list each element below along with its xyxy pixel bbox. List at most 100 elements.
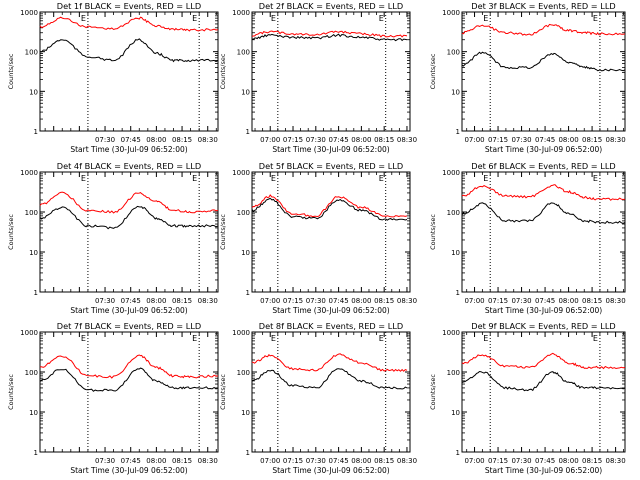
chart-title: Det 1f BLACK = Events, RED = LLD — [57, 1, 201, 11]
y-tick-label: 10 — [451, 88, 460, 96]
chart-panel-1: Det 1f BLACK = Events, RED = LLD 1 10 100 10… — [7, 1, 219, 154]
marker-label: E — [271, 174, 276, 183]
y-tick-label: 1000 — [20, 169, 38, 177]
y-axis-label: Counts/sec — [219, 374, 227, 410]
series-line-events — [251, 197, 408, 221]
series-line-events — [461, 51, 626, 72]
x-tick-label: 08:15 — [374, 297, 394, 305]
y-tick-label: 1 — [34, 449, 38, 457]
x-axis-label: Start Time (30-Jul-09 06:52:00) — [485, 145, 602, 154]
series-line-events — [461, 370, 626, 392]
x-axis-label: Start Time (30-Jul-09 06:52:00) — [485, 466, 602, 475]
y-tick-label: 10 — [241, 249, 250, 257]
x-tick-label: 08:30 — [198, 136, 218, 144]
series-line-events — [251, 368, 408, 390]
x-tick-label: 08:15 — [374, 457, 394, 465]
x-tick-label: 07:30 — [511, 136, 531, 144]
series-line-events — [39, 205, 219, 230]
y-tick-label: 1000 — [442, 169, 460, 177]
chart-panel-5: Det 5f BLACK = Events, RED = LLD 1 10 100 10… — [219, 161, 417, 315]
x-tick-label: 07:45 — [535, 136, 555, 144]
plot-frame — [251, 331, 411, 453]
marker-label: E — [379, 14, 384, 23]
y-tick-label: 10 — [29, 409, 38, 417]
marker-label: E — [81, 334, 86, 343]
x-tick-label: 07:15 — [283, 457, 303, 465]
chart-title: Det 5f BLACK = Events, RED = LLD — [259, 161, 403, 171]
y-tick-label: 10 — [241, 409, 250, 417]
marker-label: E — [271, 334, 276, 343]
x-tick-label: 08:30 — [198, 297, 218, 305]
chart-title: Det 2f BLACK = Events, RED = LLD — [259, 1, 403, 11]
x-tick-label: 08:30 — [606, 136, 626, 144]
x-tick-label: 08:15 — [172, 457, 192, 465]
x-axis-label: Start Time (30-Jul-09 06:52:00) — [70, 466, 187, 475]
x-tick-label: 07:30 — [95, 136, 115, 144]
y-tick-label: 10 — [451, 249, 460, 257]
x-tick-label: 08:15 — [582, 457, 602, 465]
y-axis-label: Counts/sec — [429, 214, 437, 250]
y-tick-label: 1 — [456, 289, 460, 297]
series-line-events — [251, 33, 408, 42]
marker-label: E — [192, 174, 197, 183]
y-tick-label: 1000 — [232, 9, 250, 17]
x-tick-label: 07:30 — [306, 297, 326, 305]
plot-frame — [251, 11, 411, 132]
x-tick-label: 07:45 — [121, 297, 141, 305]
x-tick-label: 08:15 — [582, 297, 602, 305]
marker-label: E — [81, 174, 86, 183]
plot-frame — [461, 331, 626, 453]
x-tick-label: 07:45 — [329, 297, 349, 305]
y-tick-label: 100 — [237, 209, 250, 217]
x-tick-label: 07:15 — [488, 297, 508, 305]
x-tick-label: 07:00 — [464, 457, 484, 465]
y-tick-label: 100 — [237, 49, 250, 57]
x-tick-label: 07:30 — [95, 297, 115, 305]
y-axis-label: Counts/sec — [219, 214, 227, 250]
marker-label: E — [593, 334, 598, 343]
y-tick-label: 1000 — [20, 9, 38, 17]
chart-panel-8: Det 8f BLACK = Events, RED = LLD 1 10 100 10… — [219, 321, 417, 475]
chart-panel-4: Det 4f BLACK = Events, RED = LLD 1 10 100 10… — [7, 161, 219, 315]
x-tick-label: 08:00 — [146, 457, 166, 465]
y-tick-label: 1 — [246, 128, 250, 136]
y-axis-label: Counts/sec — [7, 53, 15, 89]
x-tick-label: 08:00 — [351, 136, 371, 144]
y-tick-label: 100 — [447, 49, 460, 57]
y-tick-label: 10 — [241, 88, 250, 96]
y-tick-label: 1000 — [442, 9, 460, 17]
marker-label: E — [593, 174, 598, 183]
x-axis-label: Start Time (30-Jul-09 06:52:00) — [485, 306, 602, 315]
series-line-lld — [39, 354, 219, 379]
x-tick-label: 07:30 — [511, 457, 531, 465]
y-axis-label: Counts/sec — [7, 214, 15, 250]
y-tick-label: 1000 — [232, 329, 250, 337]
series-line-lld — [39, 191, 219, 214]
x-tick-label: 08:30 — [397, 457, 417, 465]
x-tick-label: 08:30 — [397, 297, 417, 305]
y-tick-label: 1 — [34, 128, 38, 136]
x-axis-label: Start Time (30-Jul-09 06:52:00) — [70, 145, 187, 154]
x-tick-label: 07:30 — [306, 136, 326, 144]
marker-label: E — [81, 14, 86, 23]
x-tick-label: 07:00 — [464, 136, 484, 144]
x-tick-label: 07:45 — [535, 457, 555, 465]
series-line-lld — [461, 352, 626, 370]
series-line-lld — [461, 23, 626, 36]
x-tick-label: 08:15 — [582, 136, 602, 144]
chart-title: Det 9f BLACK = Events, RED = LLD — [471, 321, 615, 331]
y-tick-label: 100 — [25, 49, 38, 57]
series-line-events — [40, 38, 219, 63]
series-line-lld — [39, 16, 219, 32]
x-tick-label: 07:00 — [260, 457, 280, 465]
y-tick-label: 100 — [237, 369, 250, 377]
y-tick-label: 1 — [246, 449, 250, 457]
y-axis-label: Counts/sec — [219, 53, 227, 89]
y-axis-label: Counts/sec — [429, 374, 437, 410]
chart-title: Det 6f BLACK = Events, RED = LLD — [471, 161, 615, 171]
y-tick-label: 100 — [447, 369, 460, 377]
series-line-lld — [251, 30, 408, 38]
series-line-lld — [251, 353, 408, 372]
series-line-lld — [251, 194, 408, 218]
x-tick-label: 08:00 — [146, 297, 166, 305]
